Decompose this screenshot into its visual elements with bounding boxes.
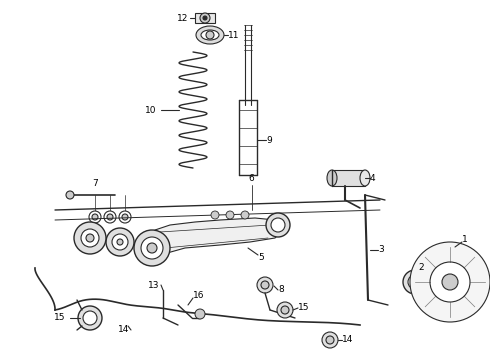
Circle shape	[206, 31, 214, 39]
Circle shape	[119, 211, 131, 223]
Circle shape	[203, 16, 207, 20]
Text: 15: 15	[54, 314, 66, 323]
Polygon shape	[332, 170, 365, 186]
Circle shape	[322, 332, 338, 348]
Circle shape	[89, 211, 101, 223]
Text: 7: 7	[92, 179, 98, 188]
Circle shape	[106, 228, 134, 256]
Circle shape	[200, 13, 210, 23]
Text: 15: 15	[298, 303, 310, 312]
Circle shape	[74, 222, 106, 254]
Circle shape	[281, 306, 289, 314]
Circle shape	[442, 274, 458, 290]
Circle shape	[211, 211, 219, 219]
Text: 1: 1	[462, 235, 468, 244]
Text: 3: 3	[378, 246, 384, 255]
Circle shape	[410, 242, 490, 322]
Circle shape	[241, 211, 249, 219]
Text: 8: 8	[278, 285, 284, 294]
Circle shape	[430, 262, 470, 302]
Circle shape	[117, 239, 123, 245]
Text: 4: 4	[370, 174, 376, 183]
Ellipse shape	[201, 30, 219, 40]
Text: 10: 10	[145, 105, 156, 114]
Circle shape	[257, 277, 273, 293]
Ellipse shape	[360, 170, 370, 186]
Circle shape	[147, 243, 157, 253]
Circle shape	[277, 302, 293, 318]
Polygon shape	[140, 218, 285, 260]
Text: 11: 11	[228, 31, 240, 40]
Circle shape	[195, 309, 205, 319]
Circle shape	[326, 336, 334, 344]
Circle shape	[81, 229, 99, 247]
Circle shape	[107, 214, 113, 220]
Ellipse shape	[327, 170, 337, 186]
Circle shape	[78, 306, 102, 330]
Circle shape	[412, 279, 418, 285]
Circle shape	[92, 214, 98, 220]
Circle shape	[66, 191, 74, 199]
Text: 2: 2	[418, 264, 424, 273]
Text: 13: 13	[148, 280, 160, 289]
Polygon shape	[195, 13, 215, 23]
Circle shape	[266, 213, 290, 237]
Text: 16: 16	[193, 292, 204, 301]
Circle shape	[83, 311, 97, 325]
Text: 14: 14	[342, 336, 353, 345]
Text: 9: 9	[266, 135, 272, 144]
Circle shape	[134, 230, 170, 266]
Circle shape	[122, 214, 128, 220]
Circle shape	[86, 234, 94, 242]
Circle shape	[141, 237, 163, 259]
Circle shape	[226, 211, 234, 219]
Circle shape	[271, 218, 285, 232]
Circle shape	[403, 270, 427, 294]
Circle shape	[112, 234, 128, 250]
Text: 12: 12	[177, 14, 188, 23]
Circle shape	[408, 275, 422, 289]
Circle shape	[261, 281, 269, 289]
Text: 14: 14	[118, 325, 129, 334]
Text: 5: 5	[258, 253, 264, 262]
Ellipse shape	[196, 26, 224, 44]
Text: 6: 6	[248, 174, 254, 183]
Circle shape	[104, 211, 116, 223]
